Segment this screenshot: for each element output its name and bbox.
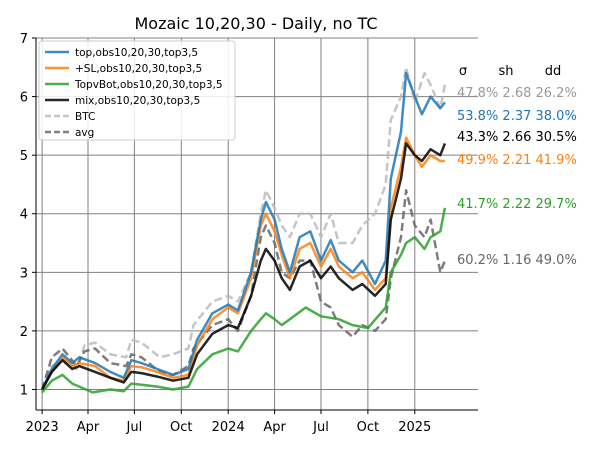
series-line-2: [41, 207, 447, 394]
series-stats-label: 41.7% 2.22 29.7%: [457, 197, 577, 212]
x-tick-label: Oct: [357, 420, 379, 435]
y-tick-label: 5: [20, 149, 28, 164]
tick-labels: 1 2 3 4 5 6 7 2023 Apr Jul Oct 2024 Apr Jul Oct 2025: [20, 32, 432, 435]
series-stats-label: 49.9% 2.21 41.9%: [457, 153, 577, 168]
x-tick-label: 2025: [398, 420, 431, 435]
legend-box: [38, 40, 236, 141]
x-tick-label: Oct: [170, 420, 192, 435]
y-tick-label: 3: [20, 266, 28, 281]
stats-header-2: dd: [545, 64, 562, 79]
x-tick-label: Apr: [263, 420, 286, 435]
series-line-0: [40, 71, 446, 391]
series-stats-label: 60.2% 1.16 49.0%: [457, 253, 577, 268]
y-tick-label: 1: [20, 383, 28, 398]
legend-label: TopvBot,obs10,20,30,top3,5: [74, 79, 223, 91]
x-tick-label: 2024: [212, 420, 245, 435]
y-tick-label: 7: [20, 32, 28, 47]
series-stats-label: 53.8% 2.37 38.0%: [457, 109, 577, 124]
legend-label: mix,obs10,20,30,top3,5: [75, 95, 200, 107]
legend-label: avg: [75, 127, 94, 139]
series-lines: [40, 66, 447, 394]
stats-header-1: sh: [498, 64, 513, 79]
stats-table: σ sh dd 47.8% 2.68 26.2% 53.8% 2.37 38.0% 43.…: [457, 64, 577, 268]
stats-header-0: σ: [459, 64, 467, 79]
legend-label: top,obs10,20,30,top3,5: [75, 47, 198, 59]
series-stats-label: 43.3% 2.66 30.5%: [457, 130, 577, 145]
x-tick-label: 2023: [26, 420, 59, 435]
series-line-5: [40, 189, 447, 390]
y-tick-label: 4: [20, 208, 28, 223]
x-tick-label: Apr: [77, 420, 100, 435]
y-tick-label: 2: [20, 325, 28, 340]
x-tick-label: Jul: [312, 420, 329, 435]
axes: [32, 37, 478, 414]
chart-title: Mozaic 10,20,30 - Daily, no TC: [135, 14, 378, 33]
legend-label: +SL,obs10,20,30,top3,5: [75, 63, 202, 75]
series-stats-label: 47.8% 2.68 26.2%: [457, 86, 577, 101]
series-line-3: [41, 142, 447, 391]
series-line-4: [40, 66, 447, 390]
x-tick-label: Jul: [126, 420, 143, 435]
legend-label: BTC: [75, 111, 95, 123]
legend: top,obs10,20,30,top3,5 +SL,obs10,20,30,to…: [38, 40, 236, 141]
y-tick-label: 6: [20, 91, 28, 106]
